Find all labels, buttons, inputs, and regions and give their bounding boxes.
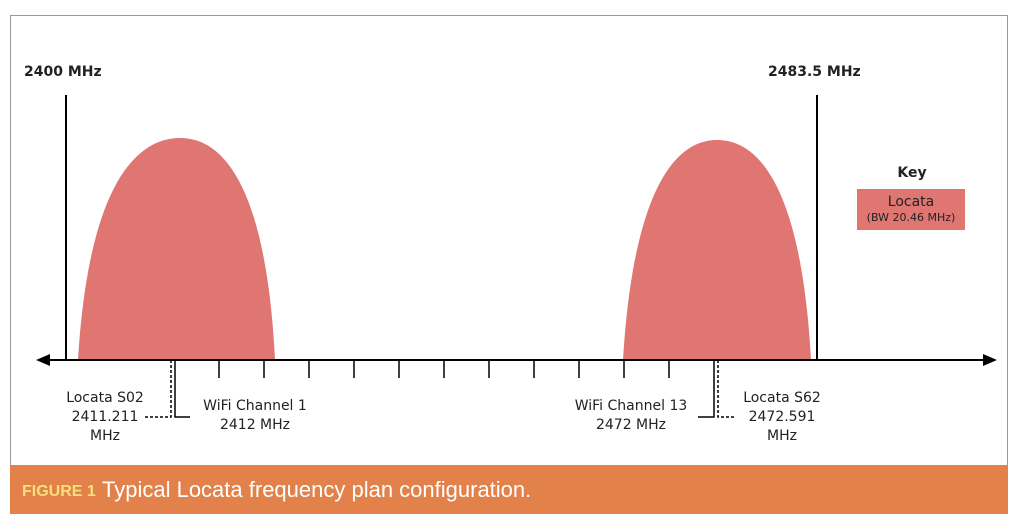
annotation: WiFi Channel 13 <box>575 398 688 414</box>
key-title: Key <box>897 165 926 181</box>
annotation: 2411.211 <box>72 409 139 425</box>
annotation: 2472.591 <box>749 409 816 425</box>
band-edge-label: 2400 MHz <box>24 64 102 80</box>
caption-bar <box>10 466 1008 514</box>
band-edge-label: 2483.5 MHz <box>768 64 861 80</box>
key-note: (BW 20.46 MHz) <box>867 211 956 224</box>
annotation: WiFi Channel 1 <box>203 398 307 414</box>
key-swatch <box>857 189 965 230</box>
caption-label: FIGURE 1 <box>22 483 96 500</box>
caption-text: Typical Locata frequency plan configurat… <box>102 477 531 502</box>
annotation: MHz <box>90 428 120 444</box>
annotation: 2412 MHz <box>220 417 290 433</box>
annotation: Locata S62 <box>743 390 821 406</box>
annotation: Locata S02 <box>66 390 144 406</box>
annotation: MHz <box>767 428 797 444</box>
annotation: 2472 MHz <box>596 417 666 433</box>
layout <box>36 95 997 418</box>
key-label: Locata <box>888 194 934 210</box>
